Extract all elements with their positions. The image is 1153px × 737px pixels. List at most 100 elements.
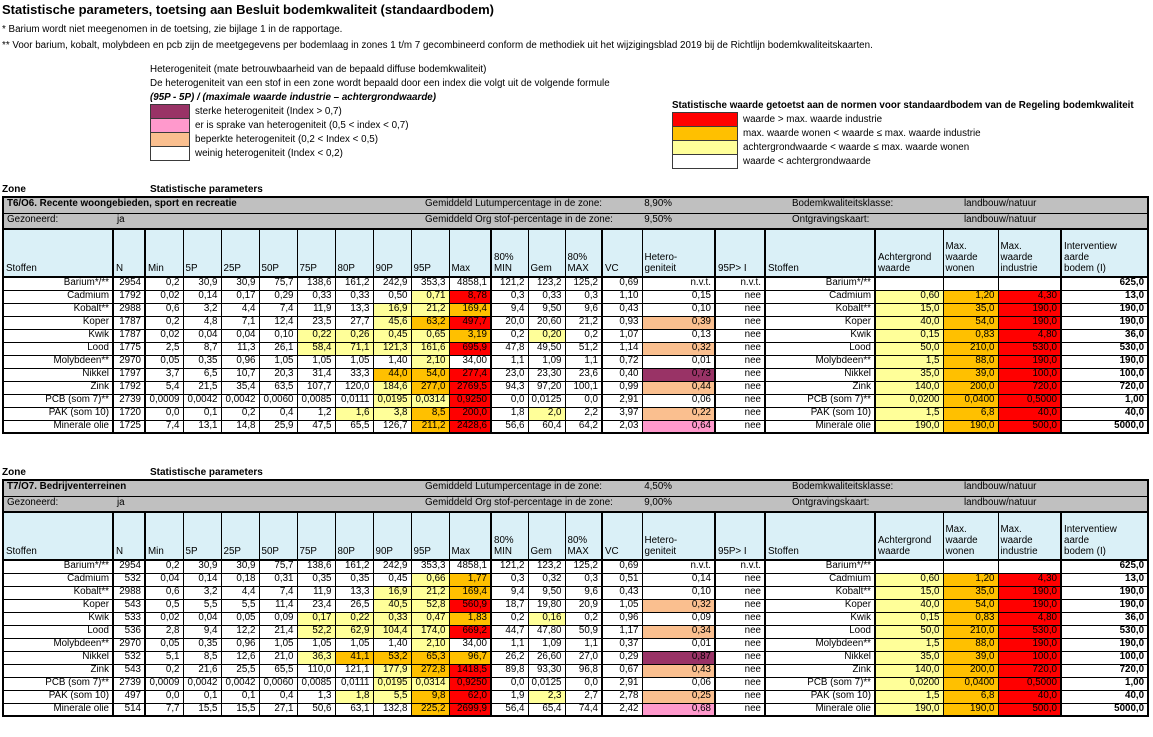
table-cell: 132,8 — [372, 702, 412, 717]
table-cell: 0,0060 — [258, 676, 298, 691]
table-cell: 0,5 — [144, 598, 184, 613]
table-cell: 0,06 — [641, 676, 716, 691]
table-cell: 6,8 — [942, 406, 999, 421]
table-cell: 21,4 — [258, 624, 298, 639]
table-cell: 4,30 — [997, 289, 1062, 304]
column-header: Max. waarde industrie — [997, 511, 1062, 561]
column-header: 80% MAX — [564, 228, 603, 278]
table-cell: 89,8 — [490, 663, 529, 678]
substance-cell: Barium*/** — [764, 276, 876, 291]
table-cell: 6,5 — [182, 367, 222, 382]
substance-cell: Minerale olie — [764, 419, 876, 434]
table-cell: 0,0009 — [144, 676, 184, 691]
table-cell: 138,6 — [296, 559, 336, 574]
table-cell: 1787 — [112, 328, 146, 343]
table-cell: 1792 — [112, 289, 146, 304]
table-cell: 49,50 — [527, 341, 566, 356]
table-cell: 0,22 — [296, 328, 336, 343]
table-cell: 190,0 — [1059, 598, 1149, 613]
table-cell: 15,5 — [182, 702, 222, 717]
zone-subheader-row: Gezoneerd: ja Gemiddeld Org stof-percentag… — [3, 212, 1149, 230]
table-cell: 0,69 — [601, 276, 643, 291]
table-cell: 161,2 — [334, 276, 374, 291]
table-cell: 2,42 — [601, 702, 643, 717]
table-cell: 52,8 — [410, 598, 450, 613]
table-cell: 500,0 — [997, 419, 1062, 434]
table-cell: 0,3 — [564, 289, 603, 304]
table-cell: 190,0 — [997, 354, 1062, 369]
column-header: 5P — [182, 511, 222, 561]
table-cell: 190,0 — [1059, 315, 1149, 330]
column-header: 75P — [296, 511, 336, 561]
column-header: Gem — [527, 511, 566, 561]
table-cell: 2,91 — [601, 393, 643, 408]
legend-color-swatch — [672, 154, 738, 169]
table-cell: 720,0 — [1059, 380, 1149, 395]
table-row: PCB (som 7)** 2739 0,0009 0,0042 0,0042 0,006… — [2, 393, 1149, 408]
table-cell: 50,0 — [874, 341, 944, 356]
table-cell: nee — [714, 585, 766, 600]
table-cell: 0,72 — [601, 354, 643, 369]
table-cell: 2,8 — [144, 624, 184, 639]
table-cell: 0,0 — [564, 393, 603, 408]
bodemkwaliteitsklasse-label: Bodemkwaliteitsklasse: — [792, 481, 894, 492]
table-cell: 0,14 — [641, 572, 716, 587]
table-cell: nee — [714, 689, 766, 704]
table-cell: 0,2 — [144, 276, 184, 291]
table-cell: 0,43 — [601, 585, 643, 600]
table-cell: 0,0200 — [874, 393, 944, 408]
table-cell: 26,60 — [527, 650, 566, 665]
table-cell: 0,0085 — [296, 676, 336, 691]
table-cell: 0,0125 — [527, 393, 566, 408]
table-cell: 0,73 — [641, 367, 716, 382]
column-header: Stoffen — [2, 511, 114, 561]
column-header: Max. waarde wonen — [942, 228, 999, 278]
table-cell: 96,8 — [564, 663, 603, 678]
legend-item: weinig heterogeniteit (Index < 0,2) — [150, 146, 610, 161]
table-cell: nee — [714, 663, 766, 678]
table-cell: 54,0 — [942, 315, 999, 330]
table-cell: 3,19 — [448, 328, 492, 343]
table-cell: 23,4 — [296, 598, 336, 613]
table-cell: 5,4 — [144, 380, 184, 395]
table-cell: 720,0 — [997, 663, 1062, 678]
table-cell: 11,9 — [296, 302, 336, 317]
table-cell: 0,66 — [410, 572, 450, 587]
table-cell: 0,4 — [258, 689, 298, 704]
table-cell: 1775 — [112, 341, 146, 356]
table-row: PCB (som 7)** 2739 0,0009 0,0042 0,0042 0,006… — [2, 676, 1149, 691]
substance-cell: Barium*/** — [2, 559, 114, 574]
table-cell: 543 — [112, 598, 146, 613]
column-header: Max — [448, 511, 492, 561]
table-cell: 11,4 — [258, 598, 298, 613]
column-header: 25P — [220, 511, 260, 561]
table-cell: 140,0 — [874, 663, 944, 678]
table-cell: 9,50 — [527, 585, 566, 600]
table-cell: 242,9 — [372, 559, 412, 574]
substance-cell: Kobalt** — [2, 302, 114, 317]
table-cell: 27,1 — [258, 702, 298, 717]
column-header: Max — [448, 228, 492, 278]
table-cell: 100,0 — [1059, 367, 1149, 382]
table-cell: 16,9 — [372, 302, 412, 317]
legend-label: max. waarde wonen < waarde ≤ max. waarde… — [743, 128, 981, 139]
ontgravingskaart-value: landbouw/natuur — [964, 213, 1037, 225]
substance-cell: PCB (som 7)** — [764, 676, 876, 691]
table-cell: 0,22 — [641, 406, 716, 421]
table-cell: 65,3 — [410, 650, 450, 665]
table-row: Koper 1787 0,2 4,8 7,1 12,4 23,5 27,7 45,6 63,2 49… — [2, 315, 1149, 330]
table-cell: 15,5 — [220, 702, 260, 717]
zone-section: Zone Statistische parameters T6/O6. Recent… — [2, 183, 1150, 434]
table-row: Barium*/** 2954 0,2 30,9 30,9 75,7 138,6 161,2 2… — [2, 276, 1149, 291]
table-cell: 4,8 — [182, 315, 222, 330]
substance-cell: Kobalt** — [764, 585, 876, 600]
table-cell: 0,10 — [641, 302, 716, 317]
table-cell: 125,2 — [564, 276, 603, 291]
bodemkwaliteitsklasse-value: landbouw/natuur — [964, 481, 1037, 492]
table-cell: 2,3 — [527, 689, 566, 704]
table-cell: 169,4 — [448, 585, 492, 600]
table-cell: 1,8 — [334, 689, 374, 704]
lutum-label: Gemiddeld Lutumpercentage in de zone: — [425, 481, 603, 492]
substance-cell: Koper — [764, 315, 876, 330]
table-cell: 0,15 — [874, 328, 944, 343]
